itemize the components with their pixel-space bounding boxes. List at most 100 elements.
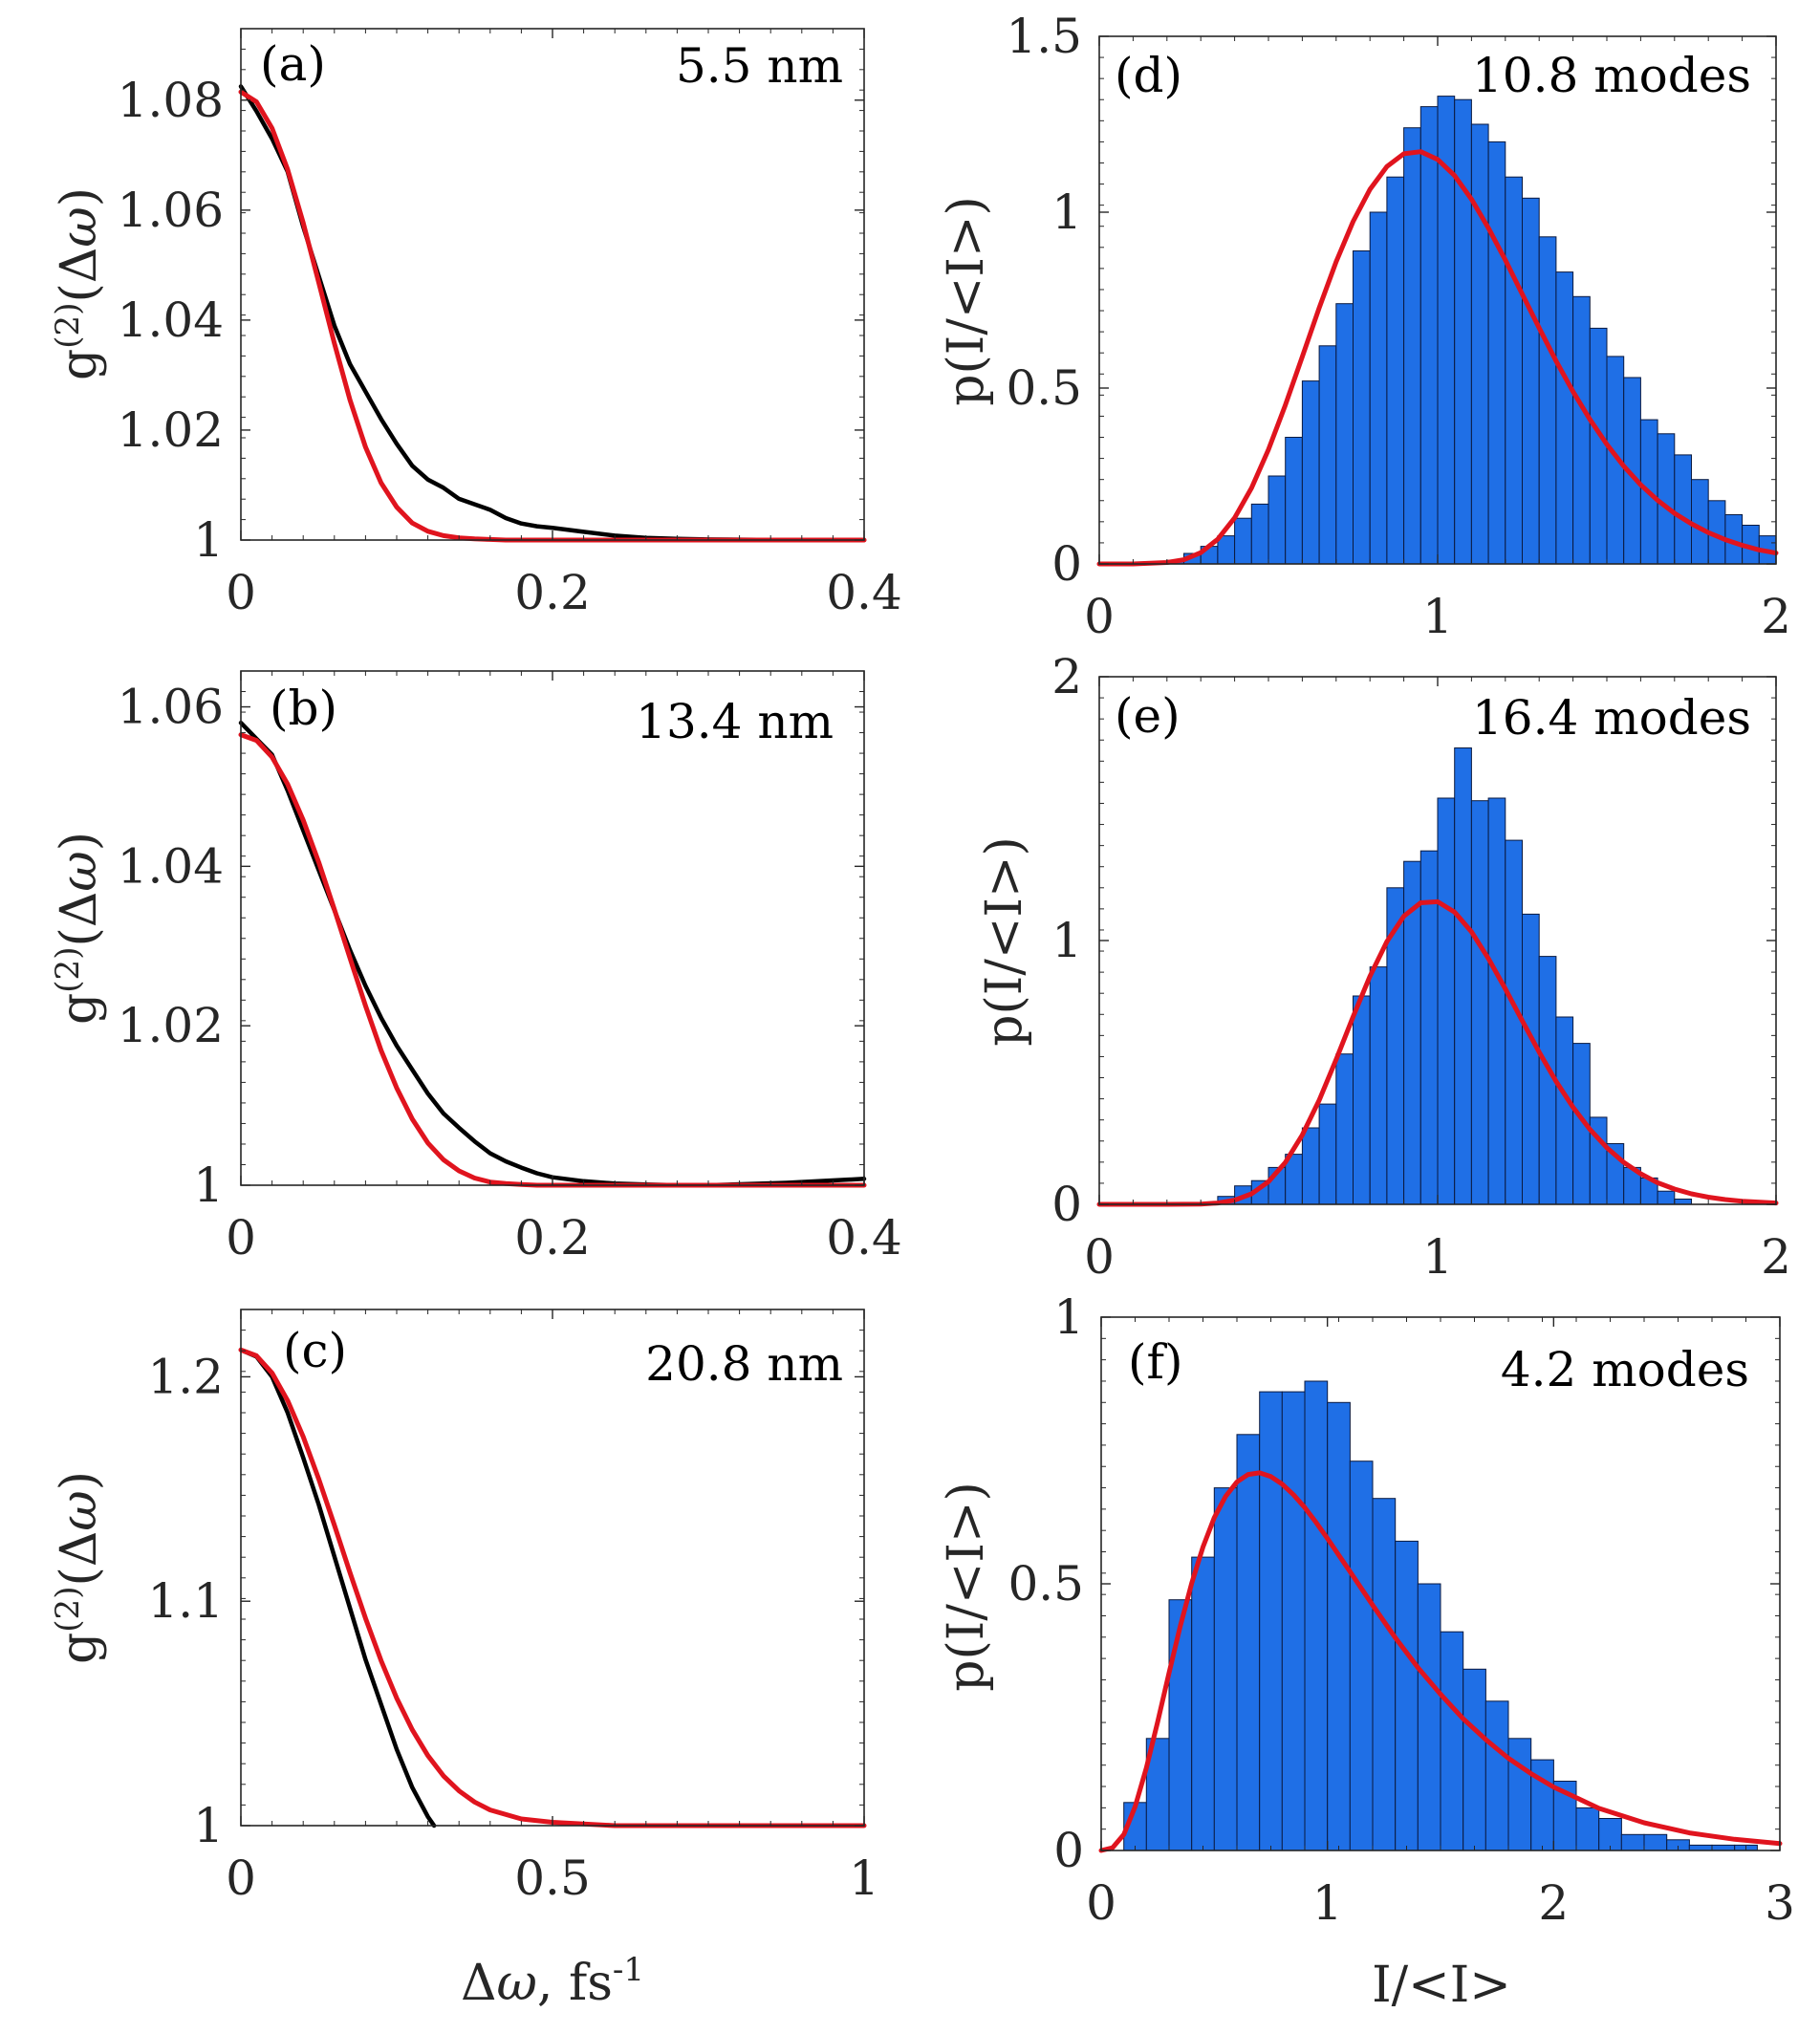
fit-line [238, 89, 867, 543]
y-tick-label: 1.5 [1006, 9, 1082, 64]
histogram-bar [1454, 98, 1472, 565]
y-tick-label: 1.06 [118, 680, 224, 735]
histogram-bar [1437, 797, 1456, 1205]
panel-f: 0 1 2 3 0 0.5 1 (f) 4.2 modes p(I/<I>) I/<I> [938, 1289, 1795, 2014]
x-tick-label: 0.4 [826, 565, 902, 620]
histogram-bar [1711, 1844, 1736, 1851]
histogram-bar [1213, 1487, 1238, 1851]
histogram-bar [1318, 1103, 1337, 1205]
x-tick-label: 2 [1761, 1229, 1791, 1285]
histogram-bar [1555, 271, 1574, 565]
annotation: 20.8 nm [645, 1336, 843, 1392]
histogram-bar [1454, 747, 1472, 1205]
y-tick-label: 0 [1053, 1823, 1084, 1878]
y-tick-label: 0.5 [1006, 360, 1082, 416]
histogram-bar [1470, 123, 1489, 565]
panel-label: (b) [270, 681, 337, 736]
panel-label: (f) [1128, 1334, 1183, 1390]
x-tick-label: 0 [1086, 1875, 1116, 1931]
x-tick-label: 3 [1765, 1875, 1795, 1931]
x-tick-label: 0 [226, 565, 256, 620]
histogram-bar [1505, 176, 1524, 565]
histogram-bar [1353, 995, 1371, 1205]
annotation: 5.5 nm [676, 38, 843, 94]
histogram-bar [1168, 1599, 1193, 1851]
x-tick-label: 2 [1538, 1875, 1569, 1931]
x-tick-label: 1 [1422, 1229, 1453, 1285]
x-tick-label: 0.5 [514, 1850, 591, 1906]
annotation: 10.8 modes [1472, 48, 1751, 103]
x-tick-label: 0 [1084, 1229, 1115, 1285]
panel-d: 0 1 2 0 0.5 1 1.5 (d) 10.8 modes p(I/<I>) [938, 9, 1791, 644]
histogram-bar [1369, 966, 1388, 1205]
histogram-bar [1301, 380, 1320, 565]
histogram-bar [1353, 250, 1371, 565]
histogram-bar [1484, 1700, 1509, 1851]
histogram-bar [1236, 1434, 1261, 1851]
y-tick-label: 1.04 [118, 292, 224, 348]
histogram-bar [1259, 1391, 1283, 1851]
x-tick-label: 2 [1761, 589, 1791, 644]
histogram-bar [1301, 1127, 1320, 1205]
x-tick-label: 0 [226, 1210, 256, 1266]
panel-b: 0 0.2 0.4 1 1.02 1.04 1.06 (b) 13.4 nm g(2)(Δω… [49, 670, 902, 1266]
y-axis-label: p(I/<I>) [976, 836, 1033, 1047]
x-tick-label: 0.4 [826, 1210, 902, 1266]
histogram-bar [1369, 211, 1388, 565]
panel-c: 0 0.5 1 1 1.1 1.2 (c) 20.8 nm g(2)(Δω) Δω, fs… [49, 1309, 879, 2012]
y-tick-label: 2 [1051, 649, 1082, 704]
y-tick-label: 1.1 [147, 1573, 224, 1629]
histogram-bar [1403, 127, 1421, 565]
data-line [238, 720, 867, 1188]
annotation: 4.2 modes [1501, 1342, 1749, 1397]
histogram-bar [1470, 800, 1489, 1205]
panel-label: (c) [283, 1323, 347, 1378]
histogram-bar [1643, 1833, 1668, 1851]
y-tick-label: 1 [193, 512, 224, 568]
panel-e: 0 1 2 0 1 2 (e) 16.4 modes p(I/<I>) [976, 649, 1791, 1285]
y-tick-label: 0 [1051, 536, 1082, 592]
histogram-bar [1335, 303, 1354, 565]
histogram-bar [1327, 1401, 1351, 1851]
histogram-bar [1657, 1190, 1676, 1205]
histogram-bar [1688, 1844, 1713, 1851]
histogram-bar [1487, 141, 1506, 565]
y-axis-label: g(2)(Δω) [49, 1471, 108, 1664]
x-tick-label: 0 [1084, 589, 1115, 644]
fit-line [1096, 898, 1779, 1207]
histogram-bar [1462, 1668, 1486, 1851]
y-tick-label: 1.08 [118, 73, 224, 128]
histogram-bar [1217, 535, 1236, 565]
fit-line [1098, 1470, 1783, 1853]
x-axis-label: Δω, fs-1 [461, 1951, 644, 2012]
y-tick-label: 1.2 [147, 1349, 224, 1404]
histogram-bar [1674, 454, 1693, 565]
y-tick-label: 1.06 [118, 183, 224, 238]
histogram-bar [1691, 479, 1709, 565]
data-line [238, 84, 867, 543]
histogram-bar [1281, 1391, 1306, 1851]
histogram-bar [1250, 503, 1269, 565]
y-tick-label: 1 [193, 1798, 224, 1853]
histogram-bar [1555, 1016, 1574, 1205]
histogram-bar [1505, 839, 1524, 1205]
histogram-bar [1589, 327, 1608, 565]
x-tick-label: 0.2 [514, 565, 591, 620]
x-tick-label: 0 [226, 1850, 256, 1906]
histogram-bar [1575, 1807, 1600, 1851]
y-axis-label: g(2)(Δω) [49, 187, 108, 380]
fit-line [1096, 149, 1779, 567]
histogram-bar [1657, 433, 1676, 565]
histogram-bar [1620, 1833, 1645, 1851]
x-tick-label: 1 [849, 1850, 879, 1906]
histogram-bar [1386, 176, 1405, 565]
x-tick-label: 0.2 [514, 1210, 591, 1266]
y-tick-label: 1 [1051, 913, 1082, 968]
y-tick-label: 1.02 [118, 402, 224, 458]
axes-box [240, 28, 865, 541]
histogram-bar [1487, 797, 1506, 1205]
histogram-bar [1191, 1556, 1215, 1851]
fit-line [238, 1347, 867, 1828]
histogram-bar [1522, 197, 1540, 565]
